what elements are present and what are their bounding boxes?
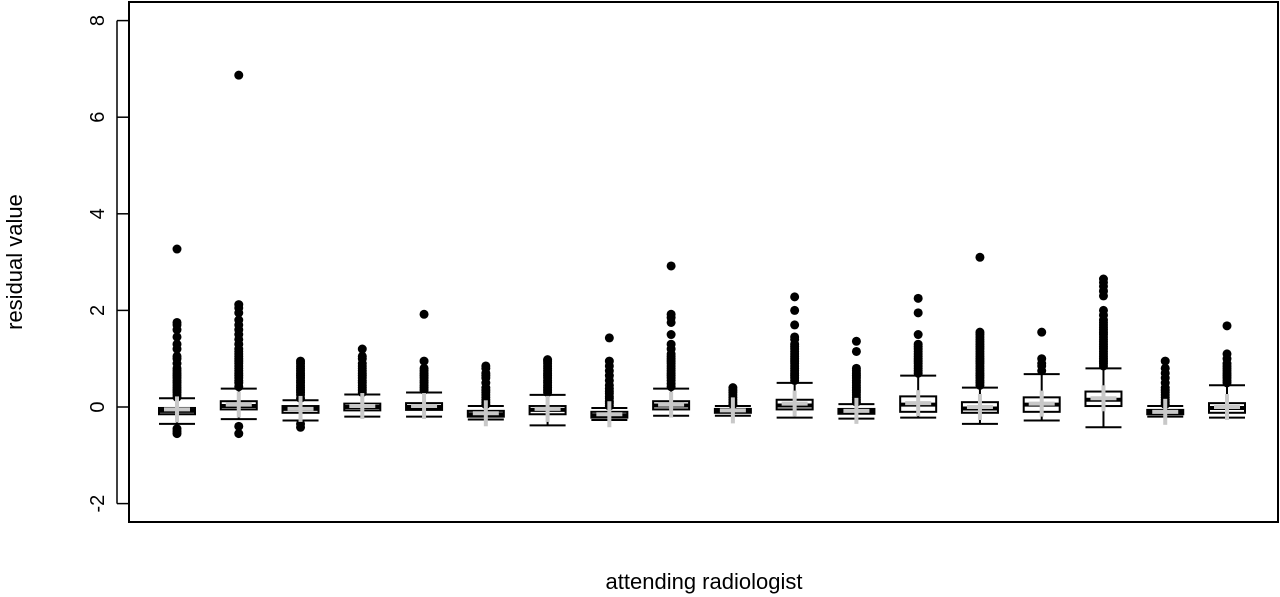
outlier-point <box>357 351 367 361</box>
outlier-point <box>296 356 306 366</box>
outlier-point <box>1037 354 1047 364</box>
y-tick-label: 0 <box>87 401 109 412</box>
box-group <box>960 252 999 425</box>
outlier-point <box>913 293 923 303</box>
outlier-point <box>419 363 429 373</box>
box-group <box>1208 321 1246 420</box>
box-group <box>590 333 629 428</box>
outlier-point <box>419 309 429 319</box>
box-group <box>219 70 258 439</box>
outlier-point <box>975 327 985 337</box>
outlier-point <box>851 363 861 373</box>
outlier-point <box>419 356 429 366</box>
outlier-point <box>172 317 182 327</box>
box-group <box>1146 356 1185 425</box>
outlier-point <box>296 422 306 432</box>
outlier-point <box>1160 356 1170 366</box>
outlier-point <box>234 429 244 439</box>
outlier-point <box>975 252 985 262</box>
outlier-point <box>172 351 182 361</box>
outlier-point <box>913 330 923 340</box>
outlier-point <box>851 336 861 346</box>
x-axis-label: attending radiologist <box>606 569 803 594</box>
box-group <box>652 261 691 418</box>
outlier-point <box>666 261 676 271</box>
y-axis-label: residual value <box>2 194 27 330</box>
y-tick-label: 6 <box>87 112 109 123</box>
box-group <box>899 293 938 419</box>
y-axis: -2 0 2 4 6 8 <box>87 15 129 512</box>
outlier-point <box>357 344 367 354</box>
outlier-point <box>1098 274 1108 284</box>
outlier-point <box>172 332 182 342</box>
box-group <box>528 355 567 427</box>
box-group <box>1022 327 1061 422</box>
outlier-point <box>234 315 244 325</box>
y-tick-label: 2 <box>87 305 109 316</box>
outlier-point <box>790 320 800 330</box>
boxplot-series <box>158 70 1246 439</box>
outlier-point <box>481 361 491 371</box>
outlier-point <box>1222 349 1232 359</box>
outlier-point <box>172 244 182 254</box>
outlier-point <box>790 332 800 342</box>
outlier-point <box>1222 321 1232 331</box>
outlier-point <box>604 333 614 343</box>
outlier-point <box>790 292 800 302</box>
outlier-point <box>666 339 676 349</box>
plot-frame <box>128 1 1279 523</box>
outlier-point <box>790 305 800 315</box>
outlier-point <box>666 309 676 319</box>
outlier-point <box>913 339 923 349</box>
box-group <box>1084 274 1123 429</box>
box-group <box>281 356 320 432</box>
y-tick-label: -2 <box>87 495 109 513</box>
box-group <box>466 361 505 427</box>
y-tick-label: 4 <box>87 208 109 219</box>
outlier-point <box>1037 327 1047 337</box>
outlier-point <box>851 346 861 356</box>
outlier-point <box>728 383 738 393</box>
outlier-point <box>913 308 923 318</box>
box-group <box>713 383 752 424</box>
box-group <box>405 309 444 420</box>
box-group <box>343 344 382 420</box>
outlier-point <box>172 429 182 439</box>
box-group <box>775 292 814 419</box>
outlier-point <box>1098 305 1108 315</box>
outlier-point <box>1160 363 1170 373</box>
outlier-point <box>543 355 553 365</box>
outlier-point <box>234 300 244 310</box>
outlier-point <box>234 70 244 80</box>
outlier-point <box>604 356 614 366</box>
box-group <box>837 336 876 424</box>
outlier-point <box>666 330 676 340</box>
outlier-point <box>172 339 182 349</box>
outlier-point <box>234 421 244 431</box>
y-tick-label: 8 <box>87 15 109 26</box>
box-group <box>158 244 196 439</box>
